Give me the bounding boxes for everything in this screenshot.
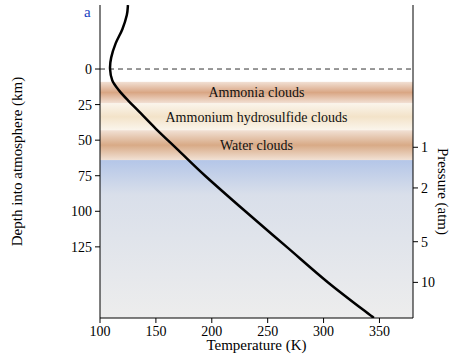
y-tick-label: 25: [78, 98, 92, 113]
y2-axis: [413, 5, 414, 318]
x-axis-title: Temperature (K): [206, 337, 306, 354]
plot-area: [100, 5, 413, 318]
lower-atmosphere: [100, 160, 413, 318]
y-tick-label: 125: [71, 240, 92, 255]
band-label: Water clouds: [220, 138, 293, 153]
y2-tick: [413, 241, 418, 242]
y2-tick: [413, 147, 418, 148]
x-tick-label: 150: [145, 324, 166, 339]
y-tick: [95, 69, 100, 70]
y-tick-label: 75: [78, 169, 92, 184]
reference-line: [100, 69, 413, 70]
y-tick: [95, 104, 100, 105]
x-tick-label: 100: [90, 324, 111, 339]
cloud-band: [100, 82, 413, 103]
y2-tick: [413, 282, 418, 283]
temperature-profile: [110, 5, 374, 318]
x-tick: [155, 318, 156, 323]
band-label: Ammonia clouds: [208, 85, 304, 100]
band-label: Ammonium hydrosulfide clouds: [166, 110, 348, 125]
y-tick-label: 50: [78, 133, 92, 148]
y2-tick-label: 2: [421, 181, 428, 196]
y-tick: [95, 211, 100, 212]
x-tick: [323, 318, 324, 323]
x-tick-label: 350: [369, 324, 390, 339]
x-tick: [211, 318, 212, 323]
y2-tick-label: 10: [421, 275, 435, 290]
x-tick: [100, 318, 101, 323]
x-axis: [100, 318, 413, 319]
y2-tick: [413, 187, 418, 188]
x-tick-label: 300: [313, 324, 334, 339]
cloud-band: [100, 103, 413, 130]
chart: Ammonia clouds Ammonium hydrosulfide clou…: [0, 0, 454, 356]
y-tick: [95, 140, 100, 141]
y-tick: [95, 175, 100, 176]
cloud-band: [100, 130, 413, 160]
y-axis-title: Depth into atmosphere (km): [9, 77, 26, 247]
y-tick-label: 100: [71, 204, 92, 219]
y2-tick-label: 5: [421, 235, 428, 250]
y2-tick-label: 1: [421, 140, 428, 155]
x-tick: [379, 318, 380, 323]
y-tick: [95, 246, 100, 247]
y-axis: [100, 5, 101, 318]
x-tick: [267, 318, 268, 323]
panel-label: a: [84, 4, 91, 20]
y-tick-label: 0: [85, 62, 92, 77]
y2-axis-title: Pressure (atm): [434, 148, 451, 235]
